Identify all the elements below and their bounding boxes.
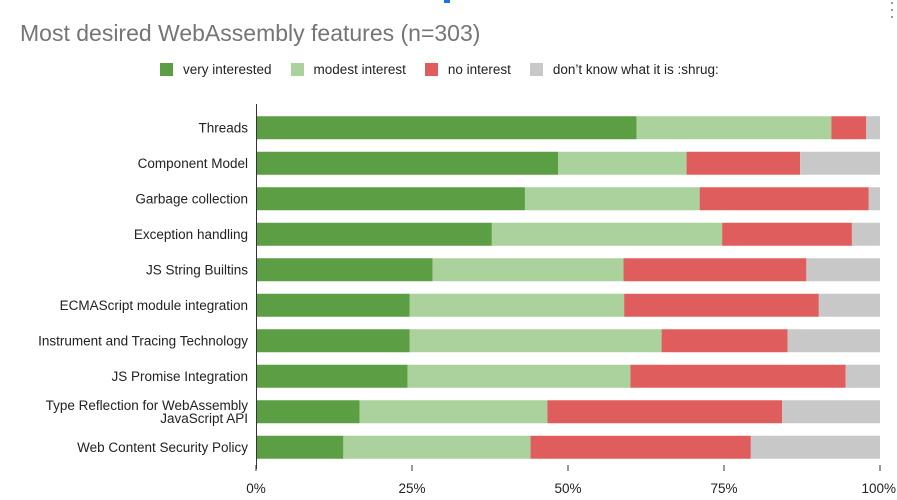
bar-segment-don-t-know-what-it-is-shrug — [866, 116, 880, 140]
bar-segment-no-interest — [686, 151, 801, 175]
category-label-line: JS Promise Integration — [111, 369, 248, 384]
category-label: Component Model — [138, 156, 248, 171]
category-label: JS String Builtins — [146, 262, 248, 277]
legend-swatch-dont-know — [529, 63, 543, 76]
top-edge-marker — [444, 0, 450, 3]
category-label-line: Garbage collection — [135, 191, 248, 206]
bar-segment-no-interest — [699, 187, 869, 211]
bar-segment-don-t-know-what-it-is-shrug — [787, 329, 880, 353]
bar-segment-no-interest — [831, 116, 867, 140]
x-tick-label: 0% — [246, 481, 266, 496]
bar-segment-very-interested — [256, 293, 410, 317]
bar-segment-modest-interest — [343, 435, 531, 459]
category-label: Web Content Security Policy — [77, 440, 248, 455]
bar-segment-very-interested — [256, 435, 344, 459]
category-label: Exception handling — [134, 227, 248, 242]
legend-item-dont-know: don’t know what it is :shrug: — [529, 62, 719, 77]
bar-segment-no-interest — [530, 435, 751, 459]
more-options-dot — [891, 2, 893, 4]
bar-segment-no-interest — [623, 258, 807, 282]
category-label-line: Web Content Security Policy — [77, 440, 248, 455]
category-label-line: Instrument and Tracing Technology — [38, 333, 248, 348]
bar-segment-no-interest — [630, 364, 846, 388]
bar-segment-very-interested — [256, 187, 525, 211]
legend-label-very-interested: very interested — [183, 62, 272, 77]
category-label: JS Promise Integration — [111, 369, 248, 384]
more-options-dot — [891, 9, 893, 11]
bar-segment-modest-interest — [409, 329, 662, 353]
bar-segment-very-interested — [256, 329, 410, 353]
bar-segment-modest-interest — [491, 222, 723, 246]
bar-segment-very-interested — [256, 116, 637, 140]
bar-segment-don-t-know-what-it-is-shrug — [818, 293, 880, 317]
bar-segment-very-interested — [256, 222, 492, 246]
category-label-line: Component Model — [138, 156, 248, 171]
category-label-line: Type Reflection for WebAssembly — [46, 398, 249, 413]
bar-segment-very-interested — [256, 364, 408, 388]
bar-segment-modest-interest — [432, 258, 624, 282]
bar-segment-very-interested — [256, 400, 360, 424]
bar-segment-don-t-know-what-it-is-shrug — [845, 364, 880, 388]
x-tick-label: 75% — [710, 481, 737, 496]
bar-segment-modest-interest — [407, 364, 631, 388]
legend-swatch-no-interest — [424, 63, 438, 76]
bar-segment-don-t-know-what-it-is-shrug — [800, 151, 880, 175]
category-label-line: Exception handling — [134, 227, 248, 242]
x-tick-label: 25% — [398, 481, 425, 496]
legend-swatch-very-interested — [160, 63, 173, 76]
legend-label-dont-know: don’t know what it is :shrug: — [552, 62, 719, 77]
more-options-icon[interactable] — [889, 2, 895, 18]
bar-segment-don-t-know-what-it-is-shrug — [782, 400, 880, 424]
category-label-line: ECMAScript module integration — [60, 298, 248, 313]
bar-segment-very-interested — [256, 151, 559, 175]
category-label: Threads — [198, 120, 248, 135]
category-label-line: Threads — [198, 120, 248, 135]
legend-item-modest-interest: modest interest — [290, 62, 406, 77]
legend-item-no-interest: no interest — [424, 62, 511, 77]
category-label-line: JS String Builtins — [146, 262, 248, 277]
bar-segment-modest-interest — [359, 400, 548, 424]
legend-label-modest-interest: modest interest — [313, 62, 406, 77]
category-label: Garbage collection — [135, 191, 248, 206]
bar-segment-modest-interest — [409, 293, 625, 317]
bar-segment-no-interest — [722, 222, 852, 246]
bar-segment-very-interested — [256, 258, 433, 282]
chart-legend: very interested modest interest no inter… — [160, 62, 738, 77]
legend-label-no-interest: no interest — [447, 62, 511, 77]
bar-segment-don-t-know-what-it-is-shrug — [851, 222, 880, 246]
bar-segment-don-t-know-what-it-is-shrug — [750, 435, 880, 459]
category-label: Instrument and Tracing Technology — [38, 333, 248, 348]
more-options-dot — [891, 16, 893, 18]
bar-segment-modest-interest — [524, 187, 700, 211]
chart-title: Most desired WebAssembly features (n=303… — [20, 20, 481, 46]
legend-item-very-interested: very interested — [160, 62, 272, 77]
category-label: Type Reflection for WebAssembly JavaScrip… — [46, 398, 249, 426]
category-label: ECMAScript module integration — [60, 298, 248, 313]
category-label-line: JavaScript API — [160, 411, 248, 426]
x-tick-label: 100% — [861, 481, 896, 496]
bar-segment-don-t-know-what-it-is-shrug — [806, 258, 880, 282]
x-tick-label: 50% — [554, 481, 581, 496]
bar-segment-modest-interest — [558, 151, 687, 175]
bar-segment-no-interest — [624, 293, 819, 317]
bar-segment-no-interest — [661, 329, 788, 353]
bar-segment-don-t-know-what-it-is-shrug — [868, 187, 880, 211]
bar-segment-no-interest — [547, 400, 783, 424]
legend-swatch-modest-interest — [290, 63, 304, 76]
bar-segment-modest-interest — [636, 116, 832, 140]
